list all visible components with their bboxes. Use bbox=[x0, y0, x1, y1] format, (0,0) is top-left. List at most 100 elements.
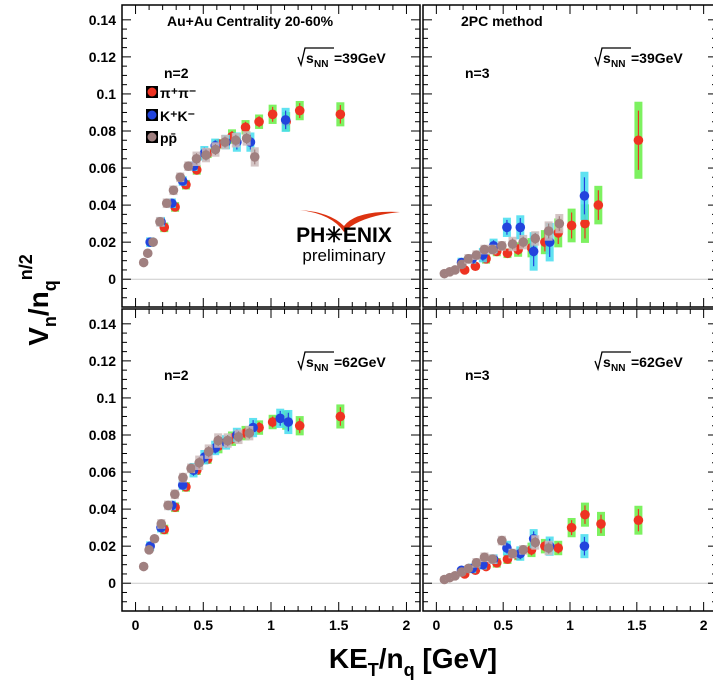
point-proton bbox=[163, 500, 173, 511]
point-proton bbox=[471, 558, 482, 568]
point-proton bbox=[507, 239, 518, 249]
point-proton bbox=[155, 216, 165, 227]
point-proton bbox=[479, 244, 490, 255]
point-proton bbox=[497, 241, 507, 251]
point-pion bbox=[267, 109, 278, 120]
point-proton bbox=[543, 226, 554, 236]
point-proton bbox=[450, 265, 460, 275]
series-proton bbox=[138, 425, 255, 572]
y-tick-label: 0.06 bbox=[89, 464, 116, 480]
logo-subtext: preliminary bbox=[302, 246, 386, 265]
point-pion bbox=[566, 220, 577, 231]
point-kaon bbox=[283, 417, 294, 427]
y-tick-label: 0.06 bbox=[89, 160, 116, 176]
point-proton bbox=[487, 244, 498, 255]
y-tick-label: 0.12 bbox=[89, 353, 116, 369]
y-tick-label: 0.04 bbox=[89, 197, 116, 213]
point-proton bbox=[518, 237, 529, 247]
point-proton bbox=[554, 218, 565, 229]
legend-entry-kaon: K⁺K⁻ bbox=[146, 108, 195, 124]
legend-label-kaon: K⁺K⁻ bbox=[160, 108, 195, 124]
point-pion bbox=[254, 116, 264, 127]
energy-label: s NN =62GeV bbox=[594, 351, 683, 374]
point-proton bbox=[210, 144, 221, 155]
point-proton bbox=[241, 133, 252, 144]
point-proton bbox=[183, 161, 194, 171]
point-kaon bbox=[515, 222, 526, 233]
y-tick-label: 0.04 bbox=[89, 501, 116, 517]
y-tick-label: 0 bbox=[108, 575, 116, 591]
y-tick-label: 0.1 bbox=[97, 390, 117, 406]
phenix-logo: PH✳ENIX preliminary bbox=[296, 210, 400, 265]
point-proton bbox=[233, 432, 244, 442]
sqrt-sign bbox=[594, 351, 631, 372]
point-pion bbox=[633, 515, 644, 526]
legend-label-proton: pp̄ bbox=[160, 130, 177, 146]
point-pion bbox=[294, 105, 305, 116]
point-proton bbox=[149, 533, 160, 544]
x-tick-label: 1 bbox=[267, 617, 275, 633]
y-tick-label: 0.1 bbox=[97, 86, 117, 102]
logo-text: PH✳ENIX bbox=[296, 224, 392, 247]
sqrt-sign bbox=[297, 47, 334, 68]
energy-value: =39GeV bbox=[334, 50, 386, 66]
point-proton bbox=[142, 248, 153, 259]
point-proton bbox=[222, 435, 233, 446]
x-tick-label: 2 bbox=[700, 617, 708, 633]
point-pion bbox=[633, 135, 644, 146]
point-proton bbox=[220, 137, 230, 147]
point-proton bbox=[156, 519, 167, 529]
y-tick-label: 0.02 bbox=[89, 234, 116, 250]
energy-nn: NN bbox=[314, 59, 328, 70]
point-proton bbox=[186, 463, 196, 474]
point-proton bbox=[170, 489, 180, 500]
point-pion bbox=[240, 122, 251, 133]
point-proton bbox=[530, 233, 541, 244]
series-proton bbox=[138, 131, 260, 268]
point-proton bbox=[463, 563, 474, 574]
harmonic-label: n=3 bbox=[465, 65, 490, 81]
legend-entry-pion: π⁺π⁻ bbox=[146, 85, 196, 101]
point-proton bbox=[144, 545, 154, 555]
energy-s: s bbox=[603, 50, 611, 66]
panel-header: 2PC method bbox=[461, 13, 543, 29]
point-proton bbox=[201, 150, 211, 160]
point-proton bbox=[194, 457, 205, 468]
harmonic-label: n=3 bbox=[465, 367, 490, 383]
x-tick-label: 1 bbox=[566, 617, 574, 633]
point-kaon bbox=[280, 115, 291, 125]
point-proton bbox=[497, 535, 507, 546]
point-proton bbox=[518, 545, 529, 555]
y-tick-label: 0.08 bbox=[89, 123, 116, 139]
point-proton bbox=[487, 554, 498, 564]
point-proton bbox=[175, 172, 186, 183]
point-proton bbox=[507, 548, 518, 559]
sqrt-sign bbox=[594, 47, 631, 68]
energy-value: =62GeV bbox=[334, 354, 386, 370]
point-pion bbox=[267, 417, 278, 427]
panel-bottom-right: 0 0.5 1 1.5 2 n=3 s NN =62GeV bbox=[422, 308, 713, 633]
energy-value: =62GeV bbox=[631, 354, 683, 370]
point-proton bbox=[479, 552, 490, 563]
point-proton bbox=[203, 446, 214, 457]
point-proton bbox=[463, 254, 474, 264]
point-kaon bbox=[275, 413, 286, 424]
point-proton bbox=[213, 435, 223, 446]
point-proton bbox=[148, 237, 158, 247]
point-proton bbox=[249, 152, 260, 162]
point-pion bbox=[553, 543, 564, 553]
point-pion bbox=[335, 411, 346, 422]
y-tick-label: 0.12 bbox=[89, 49, 116, 65]
energy-label: s NN =39GeV bbox=[594, 47, 683, 70]
point-proton bbox=[456, 259, 467, 270]
x-tick-label: 0 bbox=[432, 617, 440, 633]
point-kaon bbox=[502, 222, 512, 233]
energy-s: s bbox=[306, 50, 314, 66]
y-tick-label: 0.08 bbox=[89, 427, 116, 443]
panel-bottom-left: 0 0.02 0.04 0.06 0.08 0.1 0.12 0.14 0 0.5 1 1.5 2 n=2… bbox=[89, 308, 421, 633]
x-axis-label: KET/nq [GeV] bbox=[329, 643, 497, 680]
panel-top-left: 0 0.02 0.04 0.06 0.08 0.1 0.12 0.14 Au+Au Centra… bbox=[89, 4, 421, 308]
point-proton bbox=[138, 257, 149, 268]
point-proton bbox=[530, 537, 541, 548]
point-proton bbox=[168, 185, 179, 196]
